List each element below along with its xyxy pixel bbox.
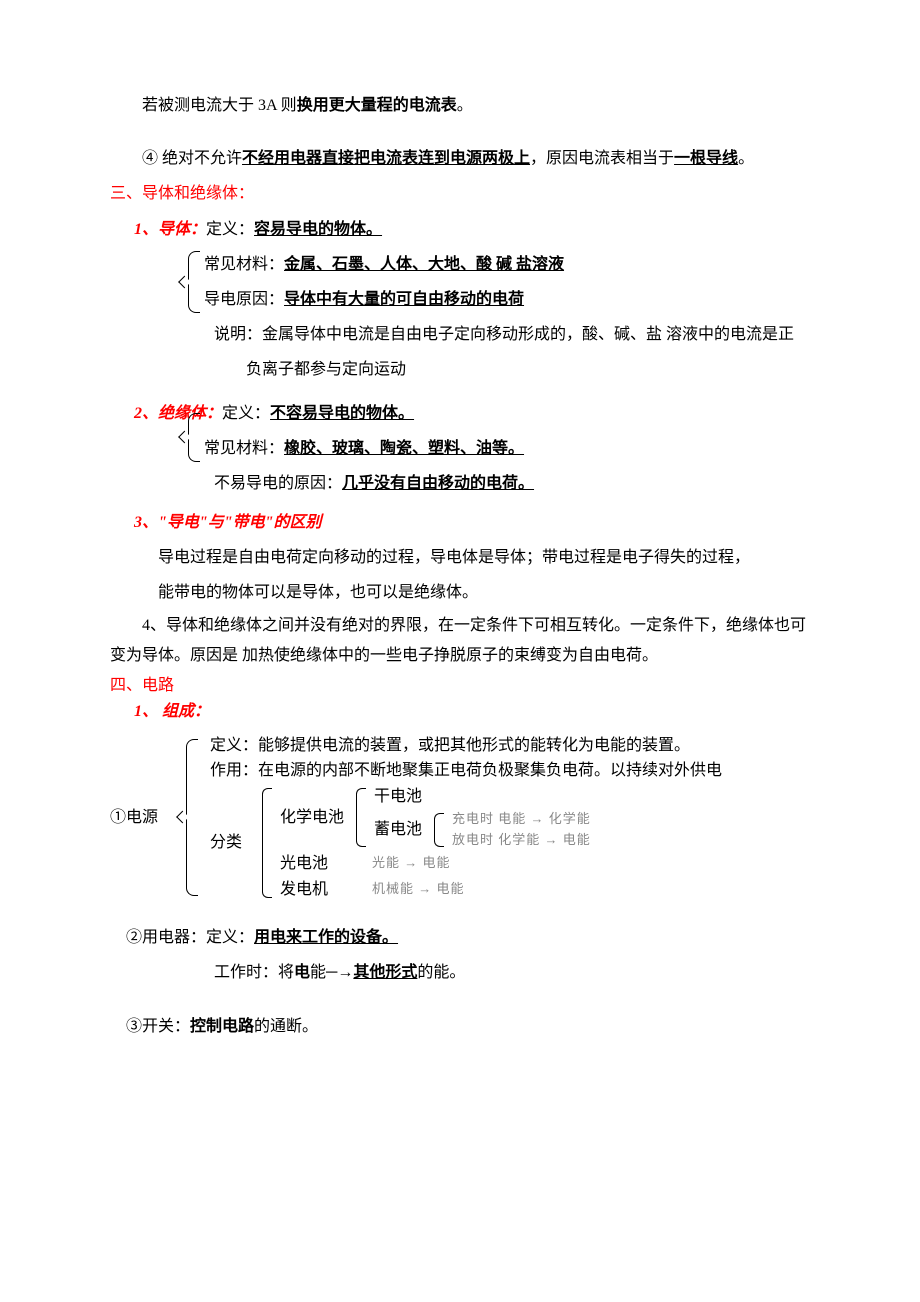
text: ③开关： bbox=[126, 1018, 190, 1035]
sub-heading: 1、导体： bbox=[134, 221, 206, 238]
tree-children: 充电时 电能 → 化学能 放电时 化学能 → 电能 bbox=[444, 809, 591, 851]
text: 若被测电流大于 3A 则 bbox=[142, 97, 297, 114]
text-faded: 机械能 → 电能 bbox=[352, 879, 465, 900]
text-underline: 几乎没有自由移动的电荷。 bbox=[342, 475, 534, 492]
text: 。 bbox=[457, 97, 473, 114]
brace-icon bbox=[182, 251, 200, 313]
text: 说明： bbox=[214, 326, 262, 343]
text-bold: 电 bbox=[294, 964, 310, 981]
text: 定义： bbox=[222, 405, 270, 422]
text: 能─→ bbox=[310, 964, 353, 981]
brace-icon bbox=[258, 784, 272, 902]
text-underline: 不经用电器直接把电流表连到电源两极上 bbox=[242, 150, 530, 167]
text: ②用电器：定义： bbox=[126, 929, 254, 946]
tree-root-label: ①电源 bbox=[110, 805, 180, 831]
text-underline: 用电来工作的设备。 bbox=[254, 929, 398, 946]
brace-icon bbox=[352, 784, 366, 851]
text: 干电池 bbox=[374, 784, 591, 810]
text: 不易导电的原因： bbox=[214, 475, 342, 492]
paragraph: 工作时：将电能─→其他形式的能。 bbox=[110, 955, 810, 990]
list-item: 作用：在电源的内部不断地聚集正电荷负极聚集负电荷。以持续对外供电 bbox=[210, 758, 810, 784]
text-underline: 橡胶、玻璃、陶瓷、塑料、油等。 bbox=[284, 440, 524, 457]
text: 。 bbox=[738, 150, 754, 167]
list-item: 光电池光能 → 电能 bbox=[280, 851, 591, 877]
list-item: 发电机机械能 → 电能 bbox=[280, 877, 591, 903]
list-item: 常见材料：橡胶、玻璃、陶瓷、塑料、油等。 bbox=[204, 431, 810, 466]
sub-heading: 3、"导电"与"带电"的区别 bbox=[110, 505, 810, 540]
paragraph: 能带电的物体可以是导体，也可以是绝缘体。 bbox=[110, 575, 810, 610]
text: 金属导体中电流是自由电子定向移动形成的，酸、碱、盐 溶液中的电流是正 bbox=[262, 326, 794, 343]
tree-branch: 化学电池 干电池 蓄电池 充电时 电能 → 化学能 放电时 化学能 → 电能 bbox=[280, 784, 591, 851]
text-underline: 容易导电的物体。 bbox=[254, 221, 382, 238]
brace-icon bbox=[430, 809, 444, 851]
paragraph: 不易导电的原因：几乎没有自由移动的电荷。 bbox=[110, 466, 810, 501]
text-faded: 充电时 电能 → 化学能 bbox=[452, 809, 591, 830]
paragraph: 2、绝缘体：定义：不容易导电的物体。 bbox=[110, 396, 810, 431]
text: 蓄电池 bbox=[374, 817, 430, 843]
text-underline: 其他形式 bbox=[353, 964, 417, 981]
paragraph: 负离子都参与定向运动 bbox=[110, 352, 810, 387]
paragraph: 说明：金属导体中电流是自由电子定向移动形成的，酸、碱、盐 溶液中的电流是正 bbox=[110, 317, 810, 352]
text: 能够提供电流的装置，或把其他形式的能转化为电能的装置。 bbox=[258, 737, 690, 754]
text: 分类 bbox=[210, 830, 258, 856]
list-item: 定义：能够提供电流的装置，或把其他形式的能转化为电能的装置。 bbox=[210, 733, 810, 759]
section-heading: 四、电路 bbox=[110, 673, 810, 699]
paragraph: 4、导体和绝缘体之间并没有绝对的界限，在一定条件下可相互转化。一定条件下，绝缘体… bbox=[110, 611, 810, 672]
text-bold: 换用更大量程的电流表 bbox=[297, 97, 457, 114]
tree-body: 定义：能够提供电流的装置，或把其他形式的能转化为电能的装置。 作用：在电源的内部… bbox=[198, 733, 810, 903]
text-underline: 导体中有大量的可自由移动的电荷 bbox=[284, 291, 524, 308]
paragraph: ③开关：控制电路的通断。 bbox=[110, 1009, 810, 1044]
text-bold: 控制电路 bbox=[190, 1018, 254, 1035]
tree-children: 干电池 蓄电池 充电时 电能 → 化学能 放电时 化学能 → 电能 bbox=[366, 784, 591, 851]
text: 定义： bbox=[210, 737, 258, 754]
text-faded: 光能 → 电能 bbox=[352, 853, 451, 874]
list-item: 常见材料：金属、石墨、人体、大地、酸 碱 盐溶液 bbox=[204, 247, 810, 282]
text: 常见材料： bbox=[204, 256, 284, 273]
text-underline: 不容易导电的物体。 bbox=[270, 405, 414, 422]
paragraph: ④ 绝对不允许不经用电器直接把电流表连到电源两极上，原因电流表相当于一根导线。 bbox=[110, 141, 810, 176]
text: 工作时：将 bbox=[214, 964, 294, 981]
brace-icon bbox=[182, 413, 200, 462]
text-underline: 金属、石墨、人体、大地、酸 碱 盐溶液 bbox=[284, 256, 564, 273]
text: 发电机 bbox=[280, 877, 352, 903]
tree-block: ①电源 定义：能够提供电流的装置，或把其他形式的能转化为电能的装置。 作用：在电… bbox=[110, 733, 810, 903]
paragraph: 若被测电流大于 3A 则换用更大量程的电流表。 bbox=[110, 88, 810, 123]
tree-branch: 蓄电池 充电时 电能 → 化学能 放电时 化学能 → 电能 bbox=[374, 809, 591, 851]
text: 定义： bbox=[206, 221, 254, 238]
paragraph: 导电过程是自由电荷定向移动的过程，导电体是导体；带电过程是电子得失的过程， bbox=[110, 540, 810, 575]
tree-children: 化学电池 干电池 蓄电池 充电时 电能 → 化学能 放电时 化学能 → 电能 bbox=[272, 784, 591, 902]
text: ，原因电流表相当于 bbox=[530, 150, 674, 167]
brace-icon bbox=[180, 733, 198, 903]
section-heading: 三、导体和绝缘体： bbox=[110, 176, 810, 211]
text-underline: 一根导线 bbox=[674, 150, 738, 167]
text-faded: 放电时 化学能 → 电能 bbox=[452, 830, 591, 851]
text: ④ 绝对不允许 bbox=[142, 150, 242, 167]
text: 的通断。 bbox=[254, 1018, 318, 1035]
text: 作用： bbox=[210, 762, 258, 779]
text: 的能。 bbox=[417, 964, 465, 981]
text: 常见材料： bbox=[204, 440, 284, 457]
brace-group: 常见材料：金属、石墨、人体、大地、酸 碱 盐溶液 导电原因：导体中有大量的可自由… bbox=[182, 247, 810, 317]
text: 在电源的内部不断地聚集正电荷负极聚集负电荷。以持续对外供电 bbox=[258, 762, 722, 779]
document-page: 若被测电流大于 3A 则换用更大量程的电流表。 ④ 绝对不允许不经用电器直接把电… bbox=[0, 0, 920, 1302]
tree-branch: 分类 化学电池 干电池 蓄电池 充电时 电能 → 化学能 bbox=[210, 784, 810, 902]
text: 化学电池 bbox=[280, 805, 352, 831]
brace-group: 常见材料：橡胶、玻璃、陶瓷、塑料、油等。 bbox=[182, 431, 810, 466]
text: 光电池 bbox=[280, 851, 352, 877]
sub-heading: 2、绝缘体： bbox=[134, 405, 222, 422]
paragraph: 1、导体：定义：容易导电的物体。 bbox=[110, 212, 810, 247]
list-item: 导电原因：导体中有大量的可自由移动的电荷 bbox=[204, 282, 810, 317]
text: 导电原因： bbox=[204, 291, 284, 308]
sub-heading: 1、 组成： bbox=[110, 699, 810, 725]
paragraph: ②用电器：定义：用电来工作的设备。 bbox=[110, 920, 810, 955]
